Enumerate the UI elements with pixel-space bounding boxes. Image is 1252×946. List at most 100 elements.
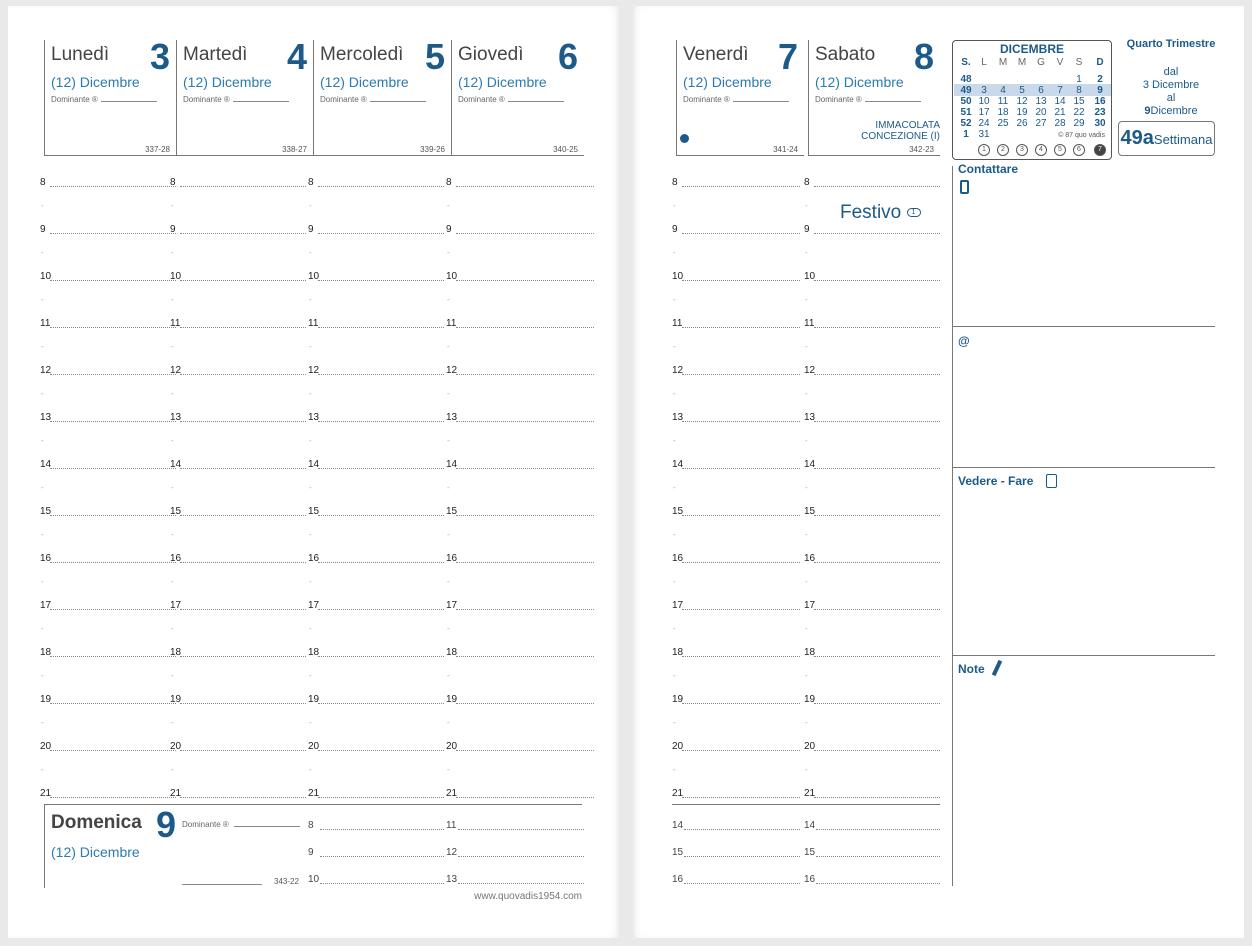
week-label: Settimana [1153,132,1213,147]
hour-line [682,374,800,375]
half-hour-mark: - [673,436,676,445]
calendar-header: M [998,57,1008,68]
hour-line [682,327,800,328]
weekday-circle: 4 [1035,144,1047,156]
sunday-hour: 8 [308,820,314,831]
sunday-dominant: Dominante ® [182,820,301,829]
hour-label: 15 [308,506,320,517]
hour-line [456,280,594,281]
quarter-label: Quarto Trimestre [1126,38,1216,50]
hour-label: 11 [170,318,181,329]
extra-hour: 16 [804,874,816,885]
day-name: Giovedì [458,44,524,65]
hour-line [180,468,306,469]
calendar-day: 31 [978,129,990,140]
hour-label: 17 [308,600,320,611]
hour-line [456,562,594,563]
day-dominant: Dominante ® [815,95,921,104]
email-divider [952,467,1215,468]
calendar-day: 5 [1019,85,1025,96]
calendar-day: 30 [1094,118,1106,129]
calendar-day: 13 [1035,96,1047,107]
day-name: Lunedì [51,44,110,65]
calendar-day: 28 [1054,118,1066,129]
day-number: 6 [557,36,578,77]
sunday-underline [182,884,262,885]
hour-line [318,609,444,610]
hour-line [318,374,444,375]
weekday-circle: 5 [1054,144,1066,156]
half-hour-mark: - [805,483,808,492]
half-hour-mark: - [309,530,312,539]
calendar-day: 25 [997,118,1009,129]
hour-line [682,515,800,516]
calendar-day: 12 [1016,96,1028,107]
sunday-name: Domenica [51,812,142,833]
hour-line [50,280,176,281]
hour-label: 13 [446,412,458,423]
half-hour-mark: - [805,718,808,727]
hour-line [318,703,444,704]
hour-line [318,280,444,281]
hour-line [456,797,594,798]
note-title: Note [958,662,985,676]
hour-label: 17 [804,600,816,611]
sunday-hour-line [458,856,584,857]
day-month: (12) Dicembre [51,74,140,90]
half-hour-mark: - [673,577,676,586]
day-month: (12) Dicembre [815,74,904,90]
hour-line [682,797,800,798]
hour-label: 16 [308,553,320,564]
calendar-day: 4 [1000,85,1006,96]
hour-line [318,656,444,657]
hour-line [50,186,176,187]
half-hour-mark: - [805,436,808,445]
hour-label: 21 [804,788,816,799]
extra-hour-line [684,829,800,830]
hour-line [814,233,940,234]
hour-label: 21 [672,788,684,799]
hour-label: 15 [804,506,816,517]
calendar-day: 20 [1035,107,1047,118]
hour-line [180,750,306,751]
half-hour-mark: - [447,295,450,304]
sunday-hour: 10 [308,874,320,885]
hour-label: 20 [672,741,684,752]
calendar-day: 23 [1094,107,1106,118]
half-hour-mark: - [171,483,174,492]
hour-label: 20 [170,741,182,752]
sunday-box: Domenica 9 (12) Dicembre [44,804,176,888]
hour-label: 12 [446,365,458,376]
sunday-hour: 9 [308,847,314,858]
half-hour-mark: - [673,248,676,257]
half-hour-mark: - [805,624,808,633]
day-dominant-line [507,101,564,102]
day-name: Martedì [183,44,248,65]
sunday-code: 343-22 [274,877,299,886]
hour-label: 17 [446,600,458,611]
day-number: 3 [149,36,170,77]
hour-label: 19 [446,694,458,705]
hour-line [180,186,306,187]
hour-label: 20 [804,741,816,752]
hour-line [180,421,306,422]
notepad-icon [1046,474,1057,488]
calendar-day: 22 [1073,107,1085,118]
hour-label: 16 [170,553,182,564]
calendar-header: M [1017,57,1027,68]
half-hour-mark: - [171,248,174,257]
calendar-day: 2 [1097,74,1103,85]
half-hour-mark: - [309,436,312,445]
half-hour-mark: - [805,389,808,398]
day-dominant-label: Dominante ® [683,95,730,104]
day-name: Mercoledì [320,44,404,65]
half-hour-mark: - [309,201,312,210]
half-hour-mark: - [41,624,44,633]
day-dominant-line [100,101,157,102]
hour-line [318,233,444,234]
calendar-header: L [981,57,987,68]
hour-label: 20 [308,741,320,752]
hour-label: 17 [40,600,52,611]
hour-line [456,515,594,516]
hour-line [456,750,594,751]
